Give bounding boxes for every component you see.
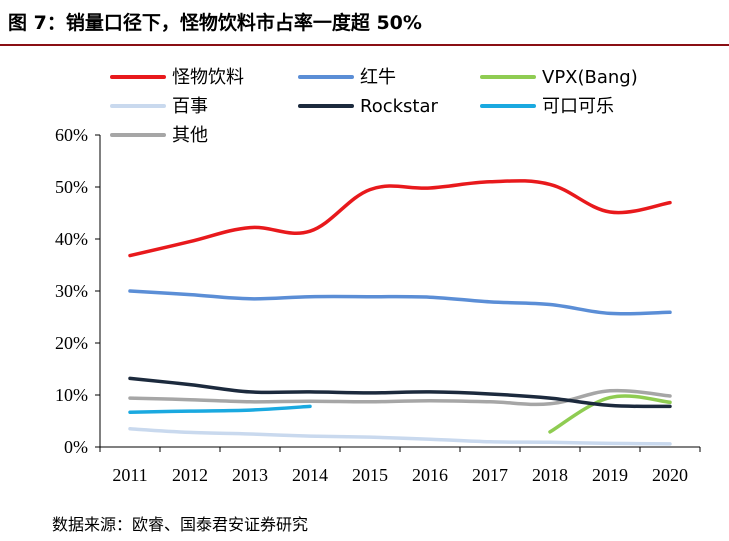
y-tick-label: 0%: [64, 437, 88, 457]
y-tick-label: 10%: [55, 385, 88, 405]
series-3-line: [128, 427, 672, 446]
y-tick-label: 50%: [55, 177, 88, 197]
legend-label: VPX(Bang): [542, 67, 638, 88]
x-tick-label: 2011: [112, 465, 147, 485]
series-0-line: [128, 179, 672, 258]
legend-label: 红牛: [360, 67, 396, 88]
y-tick-label: 30%: [55, 281, 88, 301]
x-tick-label: 2013: [232, 465, 268, 485]
series-5-line: [128, 404, 312, 414]
series-2-line: [548, 394, 672, 434]
chart-title: 图 7：销量口径下，怪物饮料市占率一度超 50%: [8, 12, 422, 34]
y-tick-label: 20%: [55, 333, 88, 353]
x-tick-label: 2018: [532, 465, 568, 485]
series-4-line: [128, 376, 672, 409]
y-tick-label: 40%: [55, 229, 88, 249]
x-tick-label: 2016: [412, 465, 448, 485]
x-tick-label: 2012: [172, 465, 208, 485]
x-tick-label: 2019: [592, 465, 628, 485]
y-tick-label: 60%: [55, 125, 88, 145]
legend-label: 百事: [172, 96, 208, 117]
legend-label: 其他: [172, 125, 208, 146]
series-6-line: [128, 388, 672, 407]
x-tick-label: 2017: [472, 465, 508, 485]
legend-label: 怪物饮料: [172, 67, 244, 88]
x-tick-label: 2015: [352, 465, 388, 485]
source-note: 数据来源：欧睿、国泰君安证券研究: [52, 515, 309, 534]
legend-label: 可口可乐: [542, 96, 614, 117]
x-tick-label: 2014: [292, 465, 328, 485]
series-1-line: [128, 289, 672, 316]
x-tick-label: 2020: [652, 465, 688, 485]
legend-label: Rockstar: [360, 96, 438, 117]
title-divider: [0, 44, 729, 46]
